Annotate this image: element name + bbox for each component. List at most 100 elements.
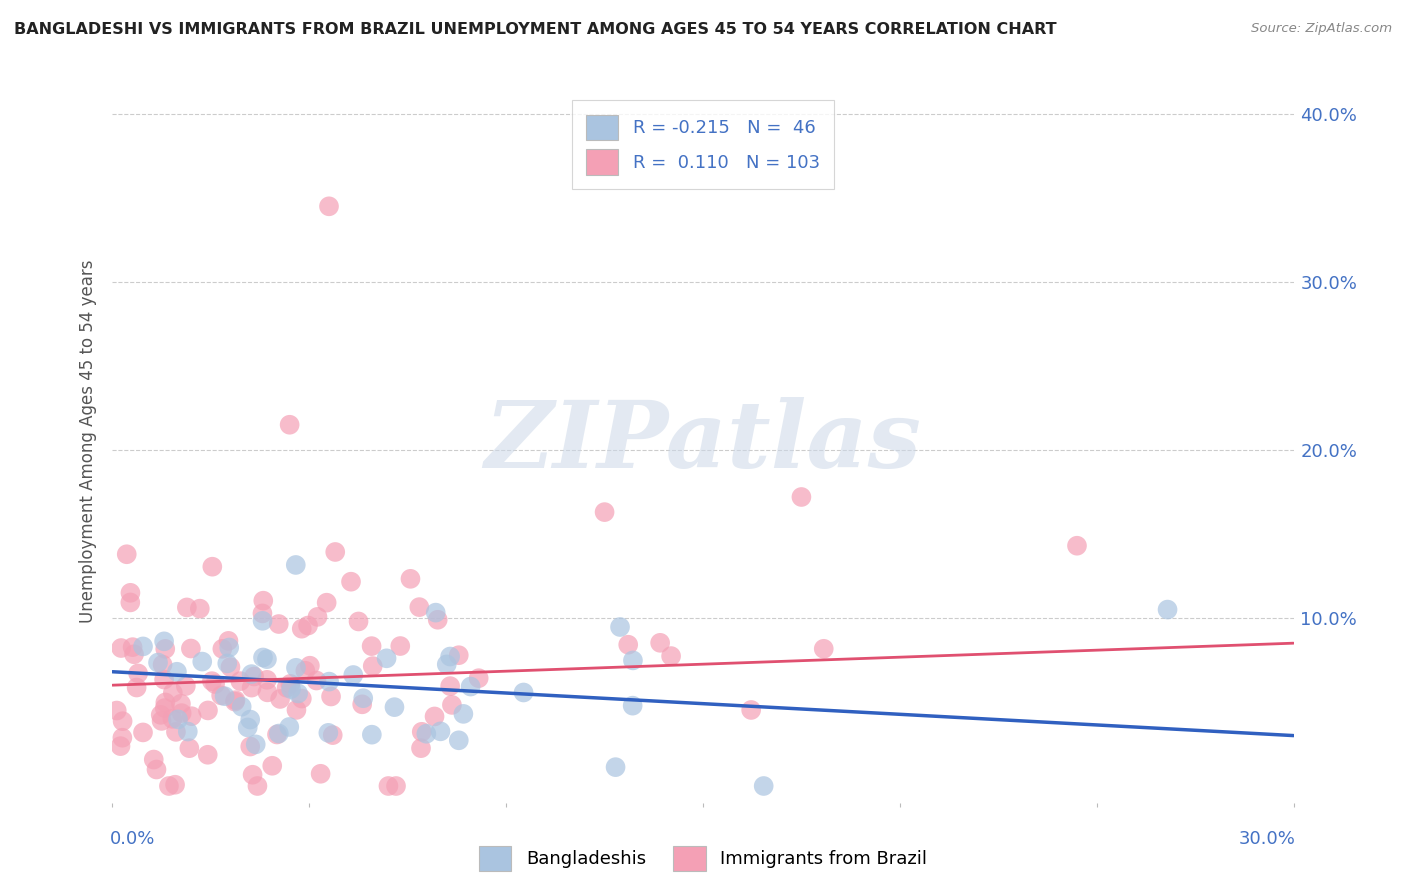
Point <box>152 657 174 672</box>
Point <box>278 720 301 734</box>
Point <box>267 726 290 740</box>
Point <box>659 649 682 664</box>
Point <box>266 727 288 741</box>
Point <box>256 685 278 699</box>
Point <box>180 709 202 723</box>
Point <box>318 726 340 740</box>
Point <box>252 650 274 665</box>
Point <box>111 731 134 745</box>
Point <box>322 728 344 742</box>
Point <box>211 641 233 656</box>
Point <box>323 545 346 559</box>
Point <box>201 674 224 689</box>
Point <box>384 700 406 714</box>
Point <box>219 660 242 674</box>
Point <box>146 656 169 670</box>
Point <box>740 703 762 717</box>
Point <box>440 698 463 712</box>
Point <box>284 661 307 675</box>
Point <box>246 779 269 793</box>
Point <box>621 653 644 667</box>
Point <box>360 728 382 742</box>
Point <box>752 779 775 793</box>
Point <box>197 703 219 717</box>
Point <box>447 733 470 747</box>
Point <box>415 727 437 741</box>
Point <box>385 779 408 793</box>
Point <box>287 686 309 700</box>
Point <box>1066 539 1088 553</box>
Point <box>315 596 337 610</box>
Point <box>460 680 482 694</box>
Point <box>294 664 316 678</box>
Point <box>242 768 264 782</box>
Point <box>157 779 180 793</box>
Point <box>179 741 201 756</box>
Point <box>167 712 190 726</box>
Point <box>217 633 239 648</box>
Point <box>269 692 291 706</box>
Point <box>447 648 470 663</box>
Point <box>150 714 173 728</box>
Point <box>229 674 252 689</box>
Point <box>297 618 319 632</box>
Point <box>256 673 278 687</box>
Point <box>197 747 219 762</box>
Point <box>224 695 246 709</box>
Point <box>153 701 176 715</box>
Point <box>280 681 302 696</box>
Point <box>512 685 534 699</box>
Point <box>813 641 835 656</box>
Point <box>377 779 399 793</box>
Point <box>162 712 184 726</box>
Point <box>239 739 262 754</box>
Point <box>307 610 329 624</box>
Point <box>284 558 307 572</box>
Point <box>170 697 193 711</box>
Point <box>389 639 412 653</box>
Point <box>201 559 224 574</box>
Text: 0.0%: 0.0% <box>110 830 156 848</box>
Point <box>436 657 458 672</box>
Point <box>214 690 236 704</box>
Point <box>162 686 184 700</box>
Point <box>285 703 308 717</box>
Point <box>245 737 267 751</box>
Point <box>170 706 193 720</box>
Point <box>309 766 332 780</box>
Point <box>105 704 128 718</box>
Point <box>127 666 149 681</box>
Point <box>153 634 176 648</box>
Point <box>115 547 138 561</box>
Point <box>177 724 200 739</box>
Point <box>352 698 374 712</box>
Point <box>180 641 202 656</box>
Point <box>120 595 142 609</box>
Point <box>110 640 132 655</box>
Point <box>411 724 433 739</box>
Point <box>426 613 449 627</box>
Point <box>375 651 398 665</box>
Point <box>176 600 198 615</box>
Point <box>174 679 197 693</box>
Point <box>319 690 342 704</box>
Text: Source: ZipAtlas.com: Source: ZipAtlas.com <box>1251 22 1392 36</box>
Point <box>439 649 461 664</box>
Point <box>298 658 321 673</box>
Point <box>593 505 616 519</box>
Point <box>132 725 155 739</box>
Legend: Bangladeshis, Immigrants from Brazil: Bangladeshis, Immigrants from Brazil <box>472 838 934 879</box>
Text: BANGLADESHI VS IMMIGRANTS FROM BRAZIL UNEMPLOYMENT AMONG AGES 45 TO 54 YEARS COR: BANGLADESHI VS IMMIGRANTS FROM BRAZIL UN… <box>14 22 1057 37</box>
Point <box>240 681 263 695</box>
Point <box>145 763 167 777</box>
Point <box>360 639 382 653</box>
Point <box>361 659 384 673</box>
Point <box>188 601 211 615</box>
Point <box>429 724 451 739</box>
Point <box>278 417 301 432</box>
Point <box>790 490 813 504</box>
Point <box>122 647 145 661</box>
Point <box>252 593 274 607</box>
Point <box>218 640 240 655</box>
Point <box>155 695 177 709</box>
